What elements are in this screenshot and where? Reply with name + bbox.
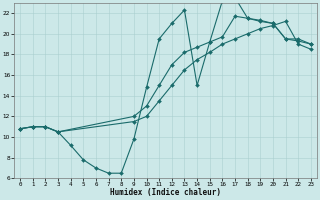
X-axis label: Humidex (Indice chaleur): Humidex (Indice chaleur) [110, 188, 221, 197]
